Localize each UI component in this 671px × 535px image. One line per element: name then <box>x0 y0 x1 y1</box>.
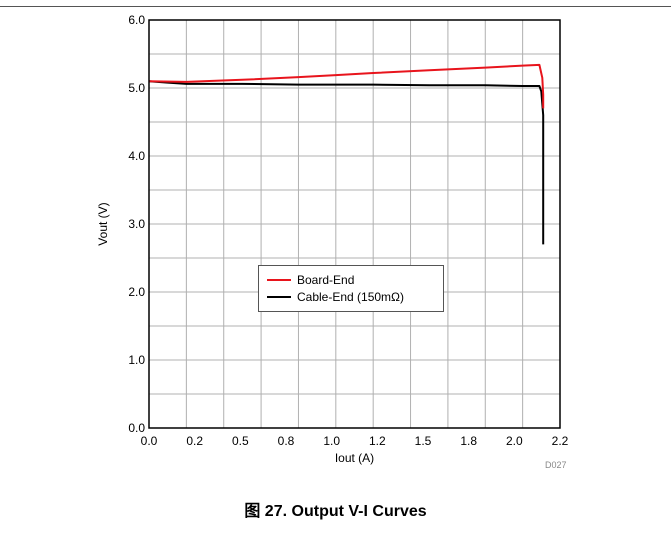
x-tick-label: 0.0 <box>141 434 158 448</box>
figure-caption-text: Output V-I Curves <box>291 503 427 520</box>
x-tick-label: 1.8 <box>460 434 477 448</box>
y-tick-label: 1.0 <box>128 353 145 367</box>
x-axis-label: Iout (A) <box>335 451 374 465</box>
y-tick-label: 3.0 <box>128 217 145 231</box>
legend-swatch-cable-end <box>267 296 291 298</box>
x-tick-label: 1.0 <box>323 434 340 448</box>
figure-code: D027 <box>545 460 567 470</box>
series-line-board-end <box>148 63 545 109</box>
legend-swatch-board-end <box>267 279 291 281</box>
figure-caption: 图 27. Output V-I Curves <box>0 497 671 521</box>
top-rule <box>0 6 671 7</box>
x-tick-label: 0.2 <box>186 434 203 448</box>
series-line-cable-end <box>148 80 545 245</box>
legend: Board-End Cable-End (150mΩ) <box>258 265 444 312</box>
x-tick-label: 0.5 <box>232 434 249 448</box>
series-group <box>148 63 545 245</box>
x-tick-label: 2.0 <box>506 434 523 448</box>
plot-frame <box>148 19 561 429</box>
tick-group: 0.0 0.2 0.5 0.8 1.0 1.2 1.5 1.8 2.0 2.2 0.0 1.0 2.0 3… <box>128 13 568 448</box>
legend-entry-cable-end: Cable-End (150mΩ) <box>267 290 404 304</box>
legend-entry-board-end: Board-End <box>267 273 354 287</box>
legend-label-board-end: Board-End <box>297 273 355 287</box>
y-tick-label: 6.0 <box>128 13 145 27</box>
y-axis-label: Vout (V) <box>96 202 110 245</box>
grid <box>149 20 560 428</box>
x-tick-label: 1.5 <box>415 434 432 448</box>
legend-label-cable-end: Cable-End (150mΩ) <box>297 290 405 304</box>
x-tick-label: 1.2 <box>369 434 386 448</box>
x-tick-label: 0.8 <box>278 434 295 448</box>
figure-caption-number: 图 27. <box>244 503 288 520</box>
y-tick-label: 2.0 <box>128 285 145 299</box>
y-tick-label: 4.0 <box>128 149 145 163</box>
y-tick-label: 5.0 <box>128 81 145 95</box>
x-tick-label: 2.2 <box>552 434 569 448</box>
y-tick-label: 0.0 <box>128 421 145 435</box>
